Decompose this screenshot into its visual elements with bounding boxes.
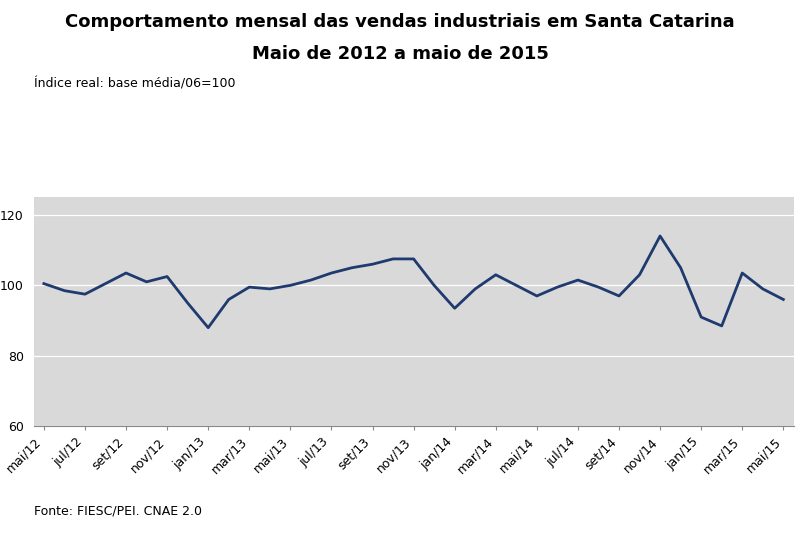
Text: Índice real: base média/06=100: Índice real: base média/06=100 [34, 77, 235, 90]
Text: Fonte: FIESC/PEI. CNAE 2.0: Fonte: FIESC/PEI. CNAE 2.0 [34, 504, 202, 517]
Text: Maio de 2012 a maio de 2015: Maio de 2012 a maio de 2015 [251, 45, 549, 63]
Text: Comportamento mensal das vendas industriais em Santa Catarina: Comportamento mensal das vendas industri… [65, 13, 735, 31]
